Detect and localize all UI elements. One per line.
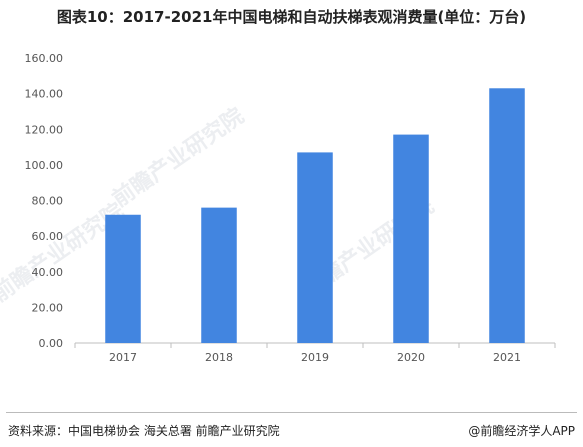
x-tick-label: 2020 [397,351,425,364]
y-tick-label: 160.00 [25,52,64,65]
y-tick-label: 100.00 [25,159,64,172]
x-tick-label: 2019 [301,351,329,364]
brand-label: @前瞻经济学人APP [468,424,575,438]
bar-2018 [201,207,237,343]
y-tick-label: 60.00 [32,230,64,243]
bar-2020 [393,134,429,343]
y-tick-label: 140.00 [25,88,64,101]
chart-title: 图表10：2017-2021年中国电梯和自动扶梯表观消费量(单位：万台) [56,8,527,26]
y-tick-label: 0.00 [39,337,64,350]
bar-2019 [297,152,333,343]
y-tick-label: 40.00 [32,266,64,279]
bar-2021 [489,88,525,343]
y-tick-label: 120.00 [25,123,64,136]
x-tick-label: 2021 [493,351,521,364]
footer-divider [6,412,577,413]
y-tick-label: 20.00 [32,301,64,314]
x-tick-label: 2017 [109,351,137,364]
y-tick-label: 80.00 [32,195,64,208]
source-note: 资料来源：中国电梯协会 海关总署 前瞻产业研究院 [8,424,280,438]
bar-2017 [105,214,141,343]
x-tick-label: 2018 [205,351,233,364]
